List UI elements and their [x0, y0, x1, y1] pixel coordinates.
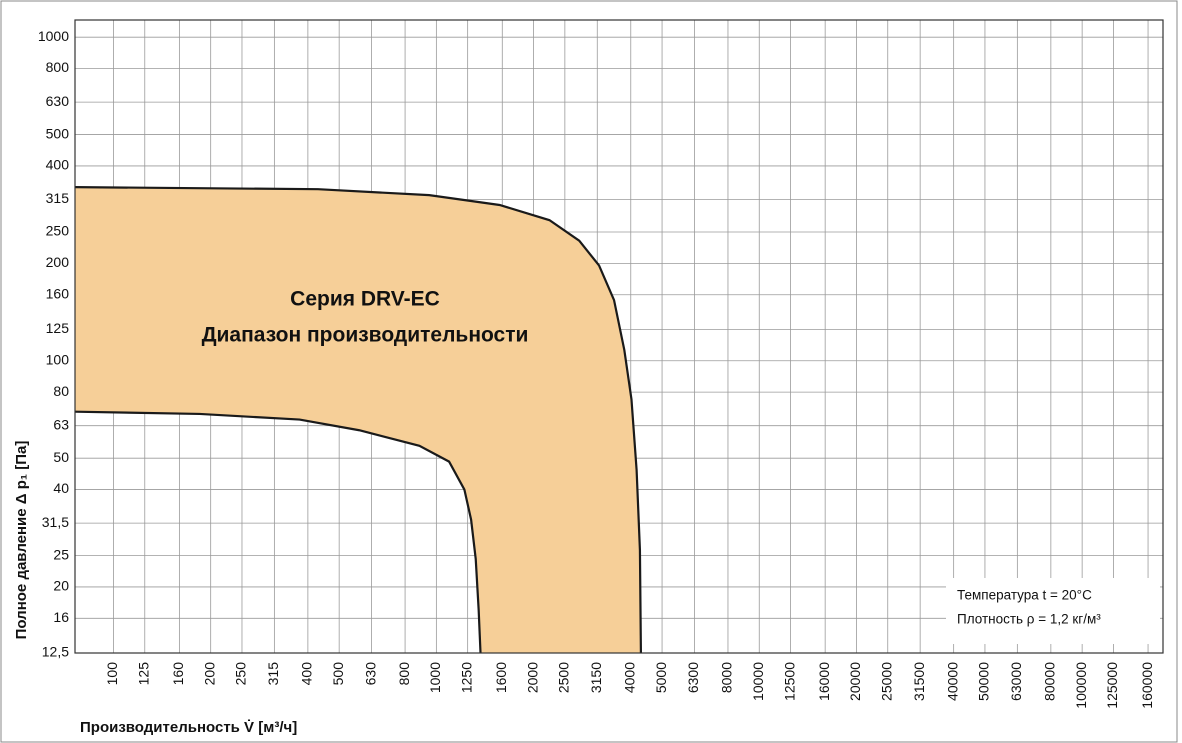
y-tick-label: 80: [53, 383, 69, 399]
y-tick-label: 63: [53, 416, 69, 432]
x-tick-label: 4000: [621, 662, 637, 693]
annotation: Серия DRV-EC: [290, 288, 440, 311]
y-tick-label: 630: [46, 93, 70, 109]
x-tick-label: 10000: [750, 662, 766, 701]
y-tick-label: 16: [53, 609, 69, 625]
x-tick-label: 25000: [878, 662, 894, 701]
y-tick-label: 31,5: [42, 514, 69, 530]
x-tick-label: 800: [396, 662, 412, 686]
x-tick-label: 3150: [588, 662, 604, 693]
note-box: [946, 578, 1160, 644]
x-tick-label: 1000: [427, 662, 443, 693]
y-tick-label: 1000: [38, 28, 69, 44]
x-tick-label: 400: [299, 662, 315, 686]
x-tick-label: 2500: [556, 662, 572, 693]
plot-border: [74, 19, 1164, 654]
range-fill: [75, 187, 641, 654]
x-tick-label: 16000: [816, 662, 832, 701]
x-tick-label: 5000: [653, 662, 669, 693]
note: Плотность ρ = 1,2 кг/м³: [957, 612, 1101, 627]
region: [74, 186, 643, 654]
y-tick-label: 100: [46, 351, 70, 367]
x-axis-label: Производительность V̇ [м³/ч]: [80, 719, 297, 736]
x-tick-label: 63000: [1008, 662, 1024, 701]
x-tick-label: 8000: [719, 662, 735, 693]
x-tick-label: 200: [201, 662, 217, 686]
x-tick-label: 12500: [781, 662, 797, 701]
y-tick-label: 200: [46, 254, 70, 270]
annotation: Диапазон производительности: [202, 324, 529, 347]
x-tick-label: 100: [104, 662, 120, 686]
x-tick-label: 630: [362, 662, 378, 686]
y-tick-label: 160: [46, 285, 70, 301]
y-tick-label: 12,5: [42, 644, 69, 660]
x-tick-label: 1250: [458, 662, 474, 693]
x-tick-label: 50000: [976, 662, 992, 701]
x-tick-label: 31500: [911, 662, 927, 701]
y-axis-label: Полное давление Δ p₁ [Па]: [13, 441, 30, 640]
range-edge: [74, 186, 643, 654]
x-tick-label: 6300: [685, 662, 701, 693]
x-tick-label: 160: [170, 662, 186, 686]
x-tick-label: 40000: [944, 662, 960, 701]
y-tick-label: 125: [46, 320, 70, 336]
x-tick-label: 125: [135, 662, 151, 686]
y-tick-label: 250: [46, 223, 70, 239]
x-tick-label: 100000: [1073, 662, 1089, 709]
x-tick-label: 80000: [1042, 662, 1058, 701]
y-tick-label: 800: [46, 59, 70, 75]
range-edge: [74, 410, 482, 654]
x-tick-label: 125000: [1104, 662, 1120, 709]
y-tick-label: 50: [53, 449, 69, 465]
x-tick-label: 500: [330, 662, 346, 686]
x-tick-label: 20000: [847, 662, 863, 701]
x-tick-label: 1600: [493, 662, 509, 693]
x-tick-label: 250: [233, 662, 249, 686]
y-tick-label: 40: [53, 480, 69, 496]
y-tick-label: 20: [53, 578, 69, 594]
y-tick-label: 315: [46, 190, 70, 206]
x-tick-label: 315: [265, 662, 281, 686]
y-tick-label: 400: [46, 157, 70, 173]
y-tick-label: 500: [46, 125, 70, 141]
note: Температура t = 20°C: [957, 588, 1092, 603]
y-tick-label: 25: [53, 546, 69, 562]
x-tick-label: 160000: [1139, 662, 1155, 709]
x-tick-label: 2000: [524, 662, 540, 693]
